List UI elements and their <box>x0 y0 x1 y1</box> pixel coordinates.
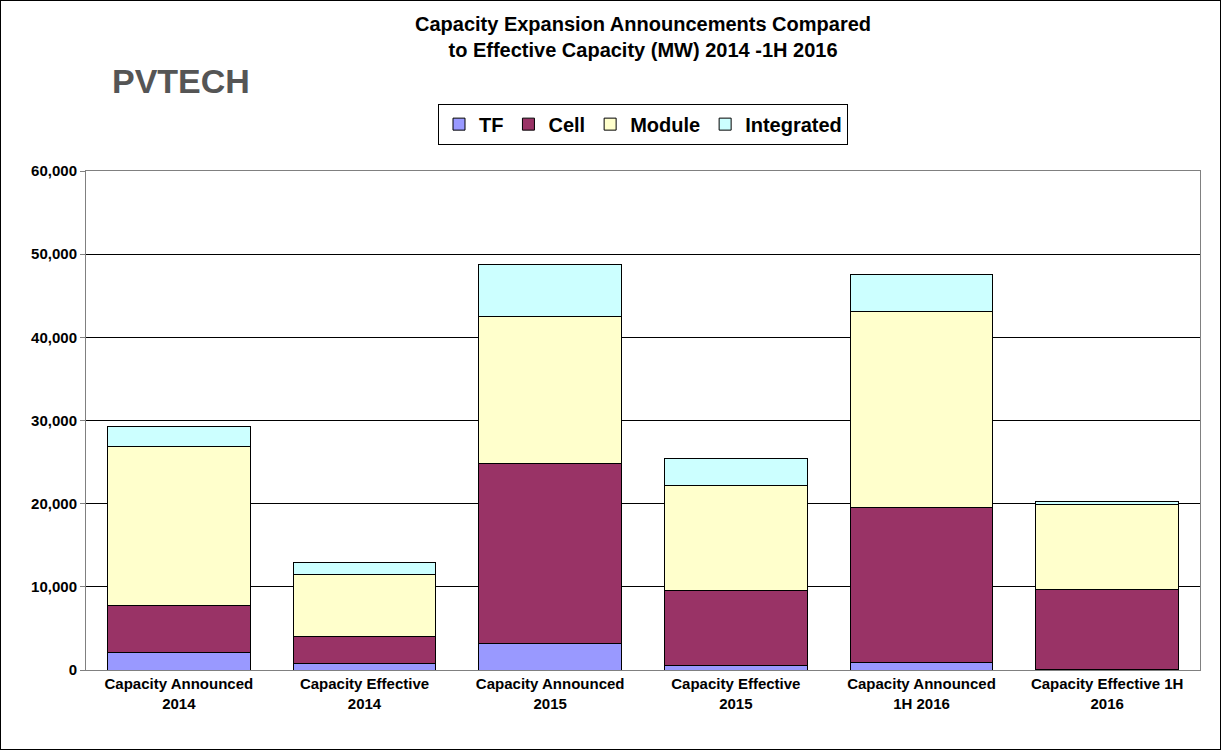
svg-text:60,000: 60,000 <box>31 162 77 179</box>
svg-text:Capacity Announced2015: Capacity Announced2015 <box>476 675 625 712</box>
svg-text:10,000: 10,000 <box>31 578 77 595</box>
svg-text:30,000: 30,000 <box>31 412 77 429</box>
svg-text:40,000: 40,000 <box>31 329 77 346</box>
svg-text:Capacity Effective2014: Capacity Effective2014 <box>300 675 429 712</box>
svg-text:50,000: 50,000 <box>31 245 77 262</box>
svg-text:20,000: 20,000 <box>31 495 77 512</box>
svg-text:Capacity Effective2015: Capacity Effective2015 <box>671 675 800 712</box>
svg-text:Capacity Expansion Announcemen: Capacity Expansion Announcements Compare… <box>415 13 871 61</box>
svg-text:Capacity Announced1H 2016: Capacity Announced1H 2016 <box>847 675 996 712</box>
svg-text:Integrated: Integrated <box>745 114 842 136</box>
svg-text:Module: Module <box>630 114 700 136</box>
svg-text:Capacity Effective 1H2016: Capacity Effective 1H2016 <box>1031 675 1184 712</box>
svg-text:Cell: Cell <box>548 114 585 136</box>
svg-text:0: 0 <box>69 661 77 678</box>
svg-text:Capacity Announced2014: Capacity Announced2014 <box>105 675 254 712</box>
svg-text:PVTECH: PVTECH <box>112 62 250 100</box>
svg-text:TF: TF <box>479 114 503 136</box>
